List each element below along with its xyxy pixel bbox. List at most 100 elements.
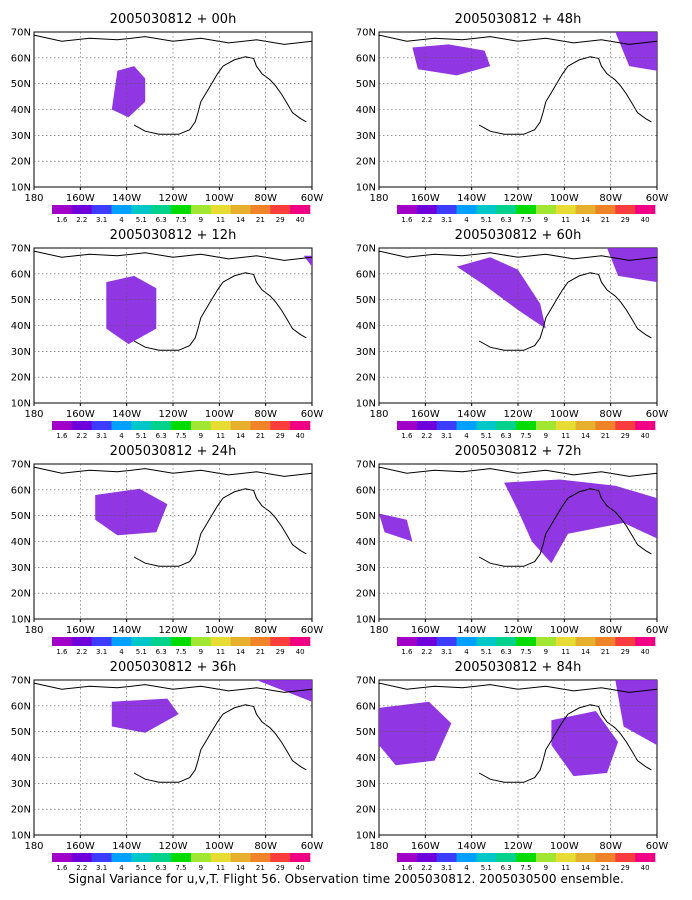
y-tick-label: 50N xyxy=(11,79,31,90)
colorbar-label: 11 xyxy=(561,864,570,872)
signal-region xyxy=(111,66,146,118)
x-tick-label: 100W xyxy=(205,841,234,852)
colorbar-label: 29 xyxy=(276,648,285,656)
x-tick-label: 80W xyxy=(254,841,277,852)
colorbar-swatch xyxy=(397,421,418,430)
colorbar-swatch xyxy=(151,853,172,862)
y-tick-label: 70N xyxy=(11,676,31,687)
colorbar-label: 7.5 xyxy=(520,648,531,656)
x-tick-label: 120W xyxy=(159,193,188,204)
x-tick-label: 120W xyxy=(504,409,533,420)
y-tick-label: 70N xyxy=(11,244,31,255)
y-tick-label: 40N xyxy=(356,753,376,764)
colorbar-swatch xyxy=(250,205,271,214)
colorbar-swatch xyxy=(151,421,172,430)
x-tick-label: 180 xyxy=(369,625,388,636)
colorbar-swatch xyxy=(555,853,576,862)
colorbar-label: 40 xyxy=(296,432,305,440)
colorbar-label: 2.2 xyxy=(421,648,432,656)
colorbar-swatch xyxy=(91,637,112,646)
colorbar-label: 3.1 xyxy=(96,648,107,656)
colorbar-label: 29 xyxy=(276,216,285,224)
y-tick-label: 50N xyxy=(356,511,376,522)
colorbar-label: 4 xyxy=(464,216,469,224)
colorbar-label: 21 xyxy=(256,648,265,656)
x-tick-label: 80W xyxy=(599,625,622,636)
y-tick-label: 40N xyxy=(11,321,31,332)
y-tick-label: 40N xyxy=(356,105,376,116)
coastline xyxy=(478,704,652,783)
colorbar-swatch xyxy=(71,637,92,646)
colorbar-label: 5.1 xyxy=(136,432,147,440)
colorbar-swatch xyxy=(555,421,576,430)
colorbar-swatch xyxy=(111,853,132,862)
colorbar-label: 2.2 xyxy=(76,864,87,872)
colorbar-label: 40 xyxy=(641,432,650,440)
coastline xyxy=(133,272,307,351)
colorbar-swatch xyxy=(111,205,132,214)
colorbar-label: 3.1 xyxy=(441,216,452,224)
x-tick-label: 60W xyxy=(646,409,669,420)
colorbar-label: 14 xyxy=(581,216,590,224)
x-tick-label: 120W xyxy=(159,841,188,852)
colorbar-label: 6.3 xyxy=(501,216,512,224)
colorbar-swatch xyxy=(476,853,497,862)
panel-title: 2005030812 + 48h xyxy=(455,12,582,27)
colorbar-swatch xyxy=(416,637,437,646)
x-tick-label: 140W xyxy=(457,409,486,420)
colorbar-swatch xyxy=(250,637,271,646)
signal-region xyxy=(303,255,312,267)
colorbar-swatch xyxy=(535,853,557,862)
y-tick-label: 60N xyxy=(11,269,31,280)
colorbar-label: 40 xyxy=(296,216,305,224)
x-tick-label: 180 xyxy=(24,841,43,852)
colorbar-label: 2.2 xyxy=(76,432,87,440)
colorbar-label: 7.5 xyxy=(175,648,186,656)
colorbar-swatch xyxy=(171,421,192,430)
x-tick-label: 120W xyxy=(504,841,533,852)
colorbar-label: 21 xyxy=(256,864,265,872)
x-tick-label: 80W xyxy=(599,409,622,420)
colorbar-swatch xyxy=(456,205,477,214)
colorbar-swatch xyxy=(516,421,537,430)
signal-region xyxy=(615,680,657,746)
colorbar-label: 21 xyxy=(601,432,610,440)
colorbar-swatch xyxy=(111,637,132,646)
colorbar-swatch xyxy=(210,637,231,646)
colorbar-swatch xyxy=(595,205,616,214)
x-tick-label: 140W xyxy=(112,409,141,420)
signal-region xyxy=(379,513,413,542)
colorbar-label: 14 xyxy=(236,864,245,872)
colorbar-swatch xyxy=(397,205,418,214)
colorbar-label: 5.1 xyxy=(481,216,492,224)
colorbar-swatch xyxy=(171,205,192,214)
map-panel: 2005030812 + 60h 180 160W 140W 120W 100W 80W 60… xyxy=(356,228,669,440)
colorbar-swatch xyxy=(635,853,656,862)
colorbar-swatch xyxy=(456,637,477,646)
colorbar-swatch xyxy=(131,421,152,430)
colorbar-swatch xyxy=(210,853,231,862)
colorbar-label: 21 xyxy=(256,432,265,440)
colorbar-label: 11 xyxy=(216,216,225,224)
y-tick-label: 50N xyxy=(356,727,376,738)
x-tick-label: 60W xyxy=(301,193,324,204)
colorbar-label: 6.3 xyxy=(501,648,512,656)
y-tick-label: 30N xyxy=(356,347,376,358)
colorbar-swatch xyxy=(230,205,251,214)
colorbar-swatch xyxy=(535,637,557,646)
colorbar-label: 2.2 xyxy=(421,864,432,872)
map-panel: 2005030812 + 00h 180 160W 140W 120W 100W 80W 60… xyxy=(11,12,324,224)
colorbar-swatch xyxy=(151,205,172,214)
coastline xyxy=(133,488,307,567)
colorbar-label: 21 xyxy=(601,216,610,224)
colorbar-label: 1.6 xyxy=(401,864,413,872)
y-tick-label: 10N xyxy=(11,831,31,842)
colorbar-label: 5.1 xyxy=(136,216,147,224)
colorbar-swatch xyxy=(535,205,557,214)
colorbar-swatch xyxy=(595,637,616,646)
colorbar-label: 29 xyxy=(276,864,285,872)
colorbar-label: 1.6 xyxy=(56,216,68,224)
panel-title: 2005030812 + 12h xyxy=(110,228,237,243)
colorbar-label: 2.2 xyxy=(76,648,87,656)
colorbar-label: 4 xyxy=(119,648,124,656)
